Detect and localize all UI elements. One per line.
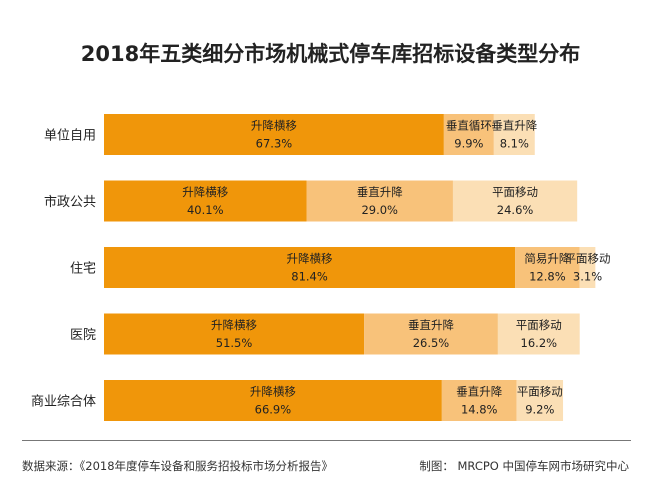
segment-type-label: 简易升降	[524, 252, 570, 266]
category-label: 单位自用	[44, 129, 96, 144]
segment-value-label: 16.2%	[521, 336, 558, 350]
credit-note: 制图： MRCPO 中国停车网市场研究中心	[419, 459, 629, 473]
segment-value-label: 81.4%	[291, 270, 328, 284]
bar-segment	[104, 180, 307, 222]
stacked-bar-chart: 单位自用升降横移67.3%垂直循环9.9%垂直升降8.1%市政公共升降横移40.…	[31, 114, 611, 421]
bar-segment	[104, 247, 516, 288]
segment-value-label: 14.8%	[461, 403, 498, 417]
segment-type-label: 平面移动	[516, 318, 562, 332]
segment-type-label: 升降横移	[251, 119, 297, 133]
segment-type-label: 平面移动	[492, 185, 538, 199]
bar-segment	[441, 380, 517, 421]
segment-value-label: 9.2%	[525, 403, 554, 417]
footer-divider	[22, 440, 631, 441]
segment-value-label: 29.0%	[361, 203, 398, 217]
segment-type-label: 垂直升降	[456, 385, 502, 399]
segment-value-label: 67.3%	[256, 137, 293, 151]
segment-value-label: 24.6%	[497, 203, 534, 217]
segment-type-label: 升降横移	[250, 385, 296, 399]
segment-type-label: 升降横移	[211, 318, 257, 332]
segment-type-label: 升降横移	[182, 185, 228, 199]
category-label: 医院	[70, 328, 96, 343]
segment-value-label: 40.1%	[187, 203, 224, 217]
segment-type-label: 垂直循环	[446, 119, 492, 133]
segment-value-label: 12.8%	[529, 270, 566, 284]
category-label: 市政公共	[44, 194, 96, 210]
category-label: 住宅	[70, 262, 96, 277]
bar-segment	[452, 180, 578, 222]
chart-title: 2018年五类细分市场机械式停车库招标设备类型分布	[80, 42, 581, 66]
bar-segment	[104, 380, 442, 421]
segment-value-label: 51.5%	[216, 336, 253, 350]
segment-type-label: 垂直升降	[408, 318, 454, 332]
segment-type-label: 垂直升降	[491, 119, 537, 133]
segment-value-label: 26.5%	[413, 336, 450, 350]
segment-type-label: 垂直升降	[357, 185, 403, 199]
bar-segment	[515, 247, 580, 288]
bar-segment	[306, 180, 453, 222]
segment-value-label: 3.1%	[573, 270, 602, 284]
bar-segment	[104, 114, 444, 155]
segment-type-label: 平面移动	[517, 385, 563, 399]
category-label: 商业综合体	[31, 395, 96, 410]
bar-segment	[364, 313, 498, 355]
bar-segment	[497, 313, 580, 355]
bar-segment	[443, 114, 494, 155]
source-note: 数据来源：《2018年度停车设备和服务招投标市场分析报告》	[22, 459, 334, 473]
bar-segment	[493, 114, 535, 155]
segment-type-label: 升降横移	[287, 252, 333, 266]
segment-value-label: 8.1%	[500, 137, 529, 151]
segment-type-label: 平面移动	[565, 252, 611, 266]
segment-value-label: 66.9%	[255, 403, 292, 417]
bar-segment	[516, 380, 564, 421]
bar-segment	[104, 313, 365, 355]
segment-value-label: 9.9%	[454, 137, 483, 151]
bar-segment	[579, 247, 596, 288]
